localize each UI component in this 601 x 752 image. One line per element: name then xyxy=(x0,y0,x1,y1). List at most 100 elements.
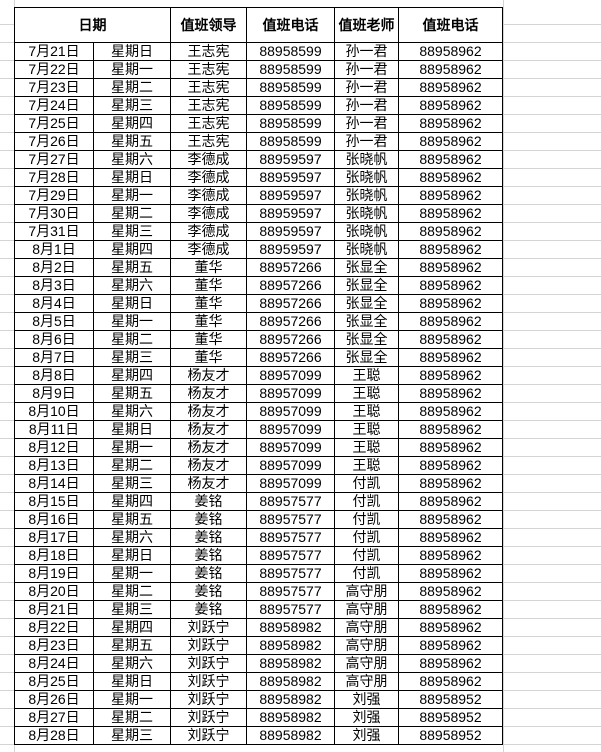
teacher-cell[interactable]: 张晓帆 xyxy=(334,186,399,205)
leader-phone-cell[interactable]: 88957577 xyxy=(246,600,335,619)
date-cell[interactable]: 8月26日 xyxy=(14,690,94,709)
leader-phone-cell[interactable]: 88957266 xyxy=(246,258,335,277)
date-cell[interactable]: 8月25日 xyxy=(14,672,94,691)
teacher-phone-cell[interactable]: 88958962 xyxy=(398,150,503,169)
leader-phone-cell[interactable]: 88958982 xyxy=(246,672,335,691)
teacher-phone-cell[interactable]: 88958962 xyxy=(398,294,503,313)
leader-phone-cell[interactable]: 88957266 xyxy=(246,312,335,331)
date-cell[interactable]: 8月24日 xyxy=(14,654,94,673)
teacher-cell[interactable]: 付凯 xyxy=(334,546,399,565)
leader-cell[interactable]: 杨友才 xyxy=(170,420,247,439)
date-cell[interactable]: 8月6日 xyxy=(14,330,94,349)
leader-phone-cell[interactable]: 88958982 xyxy=(246,654,335,673)
weekday-cell[interactable]: 星期日 xyxy=(93,294,171,313)
teacher-cell[interactable]: 付凯 xyxy=(334,528,399,547)
date-cell[interactable]: 8月3日 xyxy=(14,276,94,295)
teacher-phone-cell[interactable]: 88958962 xyxy=(398,402,503,421)
leader-cell[interactable]: 李德成 xyxy=(170,222,247,241)
weekday-cell[interactable]: 星期二 xyxy=(93,204,171,223)
weekday-cell[interactable]: 星期六 xyxy=(93,276,171,295)
teacher-phone-cell[interactable]: 88958962 xyxy=(398,204,503,223)
date-cell[interactable]: 8月22日 xyxy=(14,618,94,637)
date-cell[interactable]: 8月13日 xyxy=(14,456,94,475)
date-cell[interactable]: 8月14日 xyxy=(14,474,94,493)
weekday-cell[interactable]: 星期四 xyxy=(93,492,171,511)
weekday-cell[interactable]: 星期日 xyxy=(93,420,171,439)
weekday-cell[interactable]: 星期三 xyxy=(93,726,171,745)
leader-phone-cell[interactable]: 88957266 xyxy=(246,348,335,367)
teacher-phone-cell[interactable]: 88958962 xyxy=(398,222,503,241)
weekday-cell[interactable]: 星期五 xyxy=(93,636,171,655)
leader-cell[interactable]: 刘跃宁 xyxy=(170,618,247,637)
teacher-phone-cell[interactable]: 88958962 xyxy=(398,636,503,655)
teacher-cell[interactable]: 张显全 xyxy=(334,312,399,331)
leader-phone-cell[interactable]: 88957577 xyxy=(246,582,335,601)
leader-cell[interactable]: 董华 xyxy=(170,294,247,313)
date-cell[interactable]: 7月22日 xyxy=(14,60,94,79)
weekday-cell[interactable]: 星期三 xyxy=(93,600,171,619)
leader-cell[interactable]: 杨友才 xyxy=(170,438,247,457)
leader-cell[interactable]: 王志宪 xyxy=(170,78,247,97)
teacher-cell[interactable]: 王聪 xyxy=(334,384,399,403)
teacher-cell[interactable]: 付凯 xyxy=(334,492,399,511)
weekday-cell[interactable]: 星期四 xyxy=(93,240,171,259)
leader-phone-cell[interactable]: 88957577 xyxy=(246,528,335,547)
weekday-cell[interactable]: 星期三 xyxy=(93,222,171,241)
date-cell[interactable]: 8月10日 xyxy=(14,402,94,421)
leader-cell[interactable]: 刘跃宁 xyxy=(170,672,247,691)
teacher-phone-cell[interactable]: 88958962 xyxy=(398,546,503,565)
teacher-phone-cell[interactable]: 88958962 xyxy=(398,474,503,493)
leader-cell[interactable]: 董华 xyxy=(170,312,247,331)
leader-cell[interactable]: 杨友才 xyxy=(170,384,247,403)
date-cell[interactable]: 8月1日 xyxy=(14,240,94,259)
weekday-cell[interactable]: 星期三 xyxy=(93,348,171,367)
header-teacher-phone[interactable]: 值班电话 xyxy=(398,7,503,43)
teacher-phone-cell[interactable]: 88958952 xyxy=(398,726,503,745)
leader-phone-cell[interactable]: 88957577 xyxy=(246,492,335,511)
teacher-phone-cell[interactable]: 88958962 xyxy=(398,114,503,133)
teacher-cell[interactable]: 刘强 xyxy=(334,726,399,745)
leader-cell[interactable]: 杨友才 xyxy=(170,474,247,493)
date-cell[interactable]: 7月30日 xyxy=(14,204,94,223)
header-date[interactable]: 日期 xyxy=(14,7,171,43)
date-cell[interactable]: 8月2日 xyxy=(14,258,94,277)
weekday-cell[interactable]: 星期日 xyxy=(93,42,171,61)
teacher-phone-cell[interactable]: 88958962 xyxy=(398,168,503,187)
teacher-cell[interactable]: 付凯 xyxy=(334,510,399,529)
leader-cell[interactable]: 李德成 xyxy=(170,150,247,169)
teacher-cell[interactable]: 张显全 xyxy=(334,348,399,367)
date-cell[interactable]: 8月15日 xyxy=(14,492,94,511)
weekday-cell[interactable]: 星期一 xyxy=(93,60,171,79)
teacher-phone-cell[interactable]: 88958962 xyxy=(398,330,503,349)
leader-phone-cell[interactable]: 88957266 xyxy=(246,276,335,295)
leader-phone-cell[interactable]: 88957099 xyxy=(246,384,335,403)
date-cell[interactable]: 8月9日 xyxy=(14,384,94,403)
leader-phone-cell[interactable]: 88959597 xyxy=(246,168,335,187)
teacher-cell[interactable]: 孙一君 xyxy=(334,60,399,79)
teacher-phone-cell[interactable]: 88958962 xyxy=(398,96,503,115)
teacher-cell[interactable]: 王聪 xyxy=(334,456,399,475)
date-cell[interactable]: 7月28日 xyxy=(14,168,94,187)
leader-phone-cell[interactable]: 88959597 xyxy=(246,222,335,241)
leader-phone-cell[interactable]: 88958599 xyxy=(246,132,335,151)
date-cell[interactable]: 8月11日 xyxy=(14,420,94,439)
date-cell[interactable]: 8月7日 xyxy=(14,348,94,367)
leader-phone-cell[interactable]: 88959597 xyxy=(246,186,335,205)
weekday-cell[interactable]: 星期二 xyxy=(93,582,171,601)
teacher-phone-cell[interactable]: 88958962 xyxy=(398,456,503,475)
weekday-cell[interactable]: 星期四 xyxy=(93,366,171,385)
teacher-cell[interactable]: 王聪 xyxy=(334,438,399,457)
leader-cell[interactable]: 王志宪 xyxy=(170,132,247,151)
leader-cell[interactable]: 姜铭 xyxy=(170,510,247,529)
leader-phone-cell[interactable]: 88957099 xyxy=(246,474,335,493)
teacher-cell[interactable]: 高守朋 xyxy=(334,672,399,691)
weekday-cell[interactable]: 星期五 xyxy=(93,384,171,403)
leader-cell[interactable]: 王志宪 xyxy=(170,114,247,133)
teacher-cell[interactable]: 王聪 xyxy=(334,420,399,439)
teacher-cell[interactable]: 高守朋 xyxy=(334,618,399,637)
teacher-phone-cell[interactable]: 88958962 xyxy=(398,420,503,439)
leader-phone-cell[interactable]: 88958982 xyxy=(246,708,335,727)
teacher-cell[interactable]: 高守朋 xyxy=(334,600,399,619)
weekday-cell[interactable]: 星期一 xyxy=(93,186,171,205)
teacher-cell[interactable]: 张显全 xyxy=(334,276,399,295)
